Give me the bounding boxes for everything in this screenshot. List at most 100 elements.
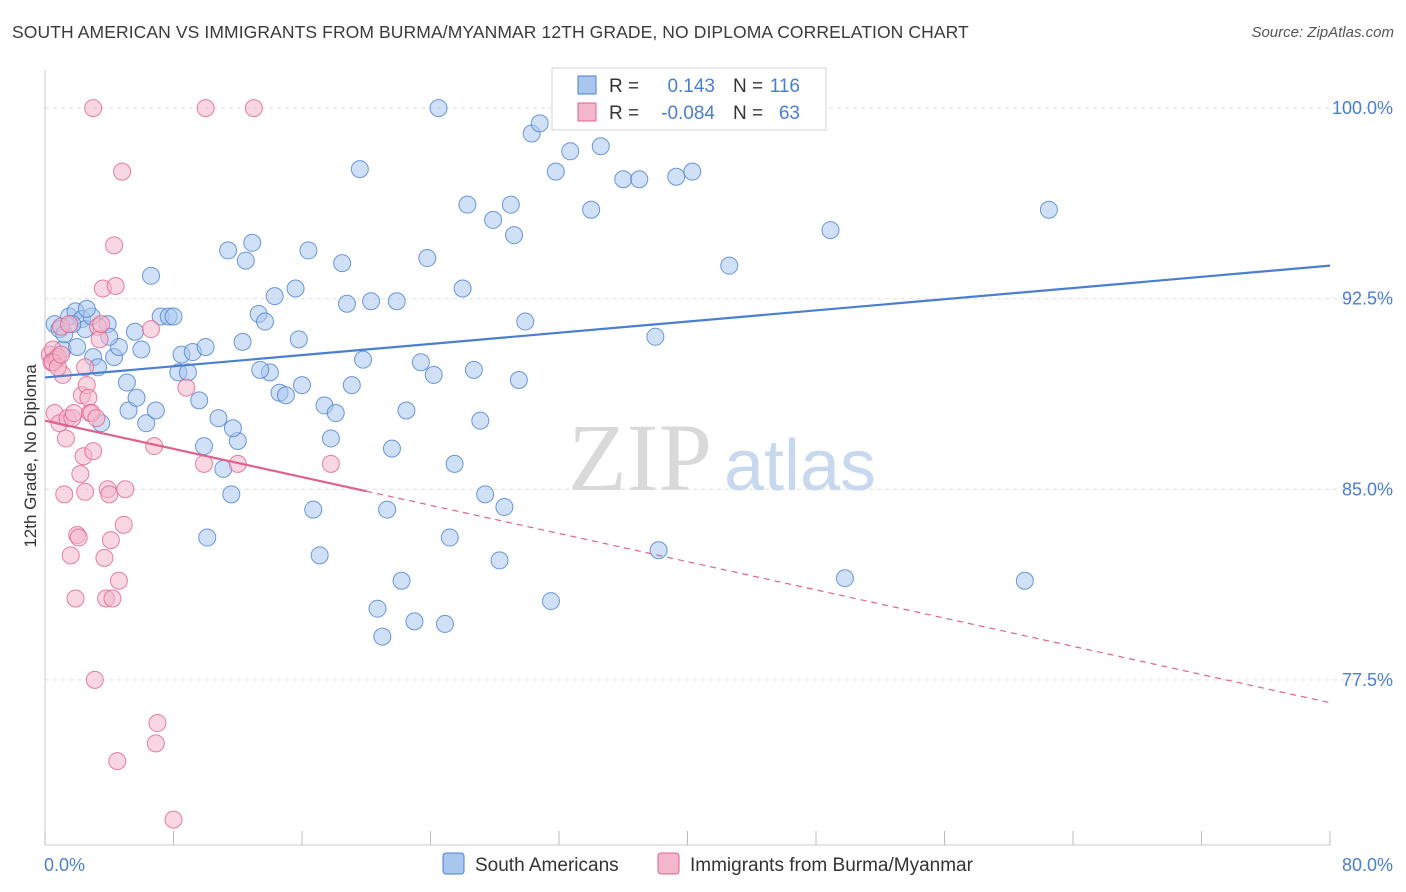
point-south-american xyxy=(1039,200,1058,219)
point-south-american xyxy=(362,292,381,311)
point-south-american xyxy=(125,322,144,341)
bottom-legend-label-1: South Americans xyxy=(475,855,619,876)
point-south-american xyxy=(541,592,560,611)
point-south-american xyxy=(630,170,649,189)
bottom-legend: South Americans Immigrants from Burma/My… xyxy=(442,852,974,876)
point-south-american xyxy=(490,551,509,570)
point-south-american xyxy=(561,142,580,161)
point-south-american xyxy=(683,162,702,181)
point-burma-myanmar xyxy=(69,528,88,547)
chart-title: SOUTH AMERICAN VS IMMIGRANTS FROM BURMA/… xyxy=(12,22,969,42)
y-axis-label: 12th Grade, No Diploma xyxy=(21,364,40,548)
point-burma-myanmar xyxy=(177,378,196,397)
point-south-american xyxy=(387,292,406,311)
x-tick-labels: 0.0% 80.0% xyxy=(44,855,1393,875)
point-burma-myanmar xyxy=(52,345,71,364)
point-south-american xyxy=(321,429,340,448)
point-south-american xyxy=(132,340,151,359)
trend-line-south-americans xyxy=(44,264,1331,379)
point-south-american xyxy=(424,365,443,384)
point-burma-myanmar xyxy=(55,485,74,504)
source-label: Source: ZipAtlas.com xyxy=(1251,24,1394,41)
point-burma-myanmar xyxy=(84,442,103,461)
point-south-american xyxy=(350,160,369,179)
point-south-american xyxy=(411,353,430,372)
point-south-american xyxy=(276,386,295,405)
point-south-american xyxy=(310,546,329,565)
point-south-american xyxy=(1015,571,1034,590)
trend-lines xyxy=(44,264,1331,704)
point-south-american xyxy=(649,541,668,560)
point-burma-myanmar xyxy=(84,99,103,118)
point-south-american xyxy=(530,114,549,133)
point-south-american xyxy=(720,256,739,275)
point-south-american xyxy=(378,500,397,519)
point-south-american xyxy=(429,99,448,118)
point-south-american xyxy=(209,409,228,428)
point-burma-myanmar xyxy=(85,670,104,689)
point-south-american xyxy=(198,528,217,547)
y-tick-labels: 77.5% 85.0% 92.5% 100.0% xyxy=(1332,98,1393,690)
point-south-american xyxy=(392,571,411,590)
trend-line-burma-dashed xyxy=(366,490,1331,704)
point-south-american xyxy=(418,249,437,268)
legend-n-label-1: N = xyxy=(733,76,763,97)
point-burma-myanmar xyxy=(76,358,95,377)
point-south-american xyxy=(440,528,459,547)
point-burma-myanmar xyxy=(100,485,119,504)
point-burma-myanmar xyxy=(87,409,106,428)
point-burma-myanmar xyxy=(66,589,85,608)
x-tick-label-min: 0.0% xyxy=(44,855,85,875)
point-burma-myanmar xyxy=(244,99,263,118)
watermark-atlas: atlas xyxy=(724,426,876,506)
point-burma-myanmar xyxy=(196,99,215,118)
legend-r-label-2: R = xyxy=(609,103,639,124)
point-south-american xyxy=(373,627,392,646)
point-south-american xyxy=(326,404,345,423)
point-south-american xyxy=(119,401,138,420)
point-burma-myanmar xyxy=(116,480,135,499)
point-south-american xyxy=(453,279,472,298)
point-south-american xyxy=(137,414,156,433)
point-south-american xyxy=(464,360,483,379)
point-burma-myanmar xyxy=(71,465,90,484)
legend-n-value-2: 63 xyxy=(779,103,800,124)
point-burma-myanmar xyxy=(95,548,114,567)
watermark-zip: ZIP xyxy=(568,404,712,511)
legend-n-label-2: N = xyxy=(733,103,763,124)
series-south-americans xyxy=(45,99,1058,646)
point-burma-myanmar xyxy=(76,482,95,501)
point-south-american xyxy=(495,498,514,517)
point-south-american xyxy=(304,500,323,519)
point-south-american xyxy=(484,210,503,229)
y-tick-label: 77.5% xyxy=(1342,670,1393,690)
y-tick-label: 100.0% xyxy=(1332,98,1393,118)
point-south-american xyxy=(117,373,136,392)
point-burma-myanmar xyxy=(103,589,122,608)
point-south-american xyxy=(509,371,528,389)
point-burma-myanmar xyxy=(61,546,80,565)
point-burma-myanmar xyxy=(101,531,120,550)
legend-n-value-1: 116 xyxy=(770,76,800,97)
point-burma-myanmar xyxy=(113,162,132,181)
point-south-american xyxy=(501,195,520,214)
watermark: ZIP atlas xyxy=(568,404,876,511)
point-south-american xyxy=(646,327,665,346)
point-south-american xyxy=(219,241,238,260)
point-south-american xyxy=(68,337,87,356)
series-burma-myanmar xyxy=(40,99,340,829)
point-burma-myanmar xyxy=(146,734,165,753)
axes xyxy=(44,70,1331,846)
point-burma-myanmar xyxy=(114,515,133,534)
point-south-american xyxy=(289,330,308,349)
point-south-american xyxy=(77,299,96,318)
point-south-american xyxy=(471,411,490,430)
bottom-legend-swatch-pink xyxy=(657,852,680,875)
point-burma-myanmar xyxy=(106,276,125,295)
point-burma-myanmar xyxy=(105,236,124,255)
point-south-american xyxy=(382,439,401,458)
point-south-american xyxy=(476,485,495,504)
point-south-american xyxy=(293,376,311,395)
x-tick-label-max: 80.0% xyxy=(1342,855,1393,875)
